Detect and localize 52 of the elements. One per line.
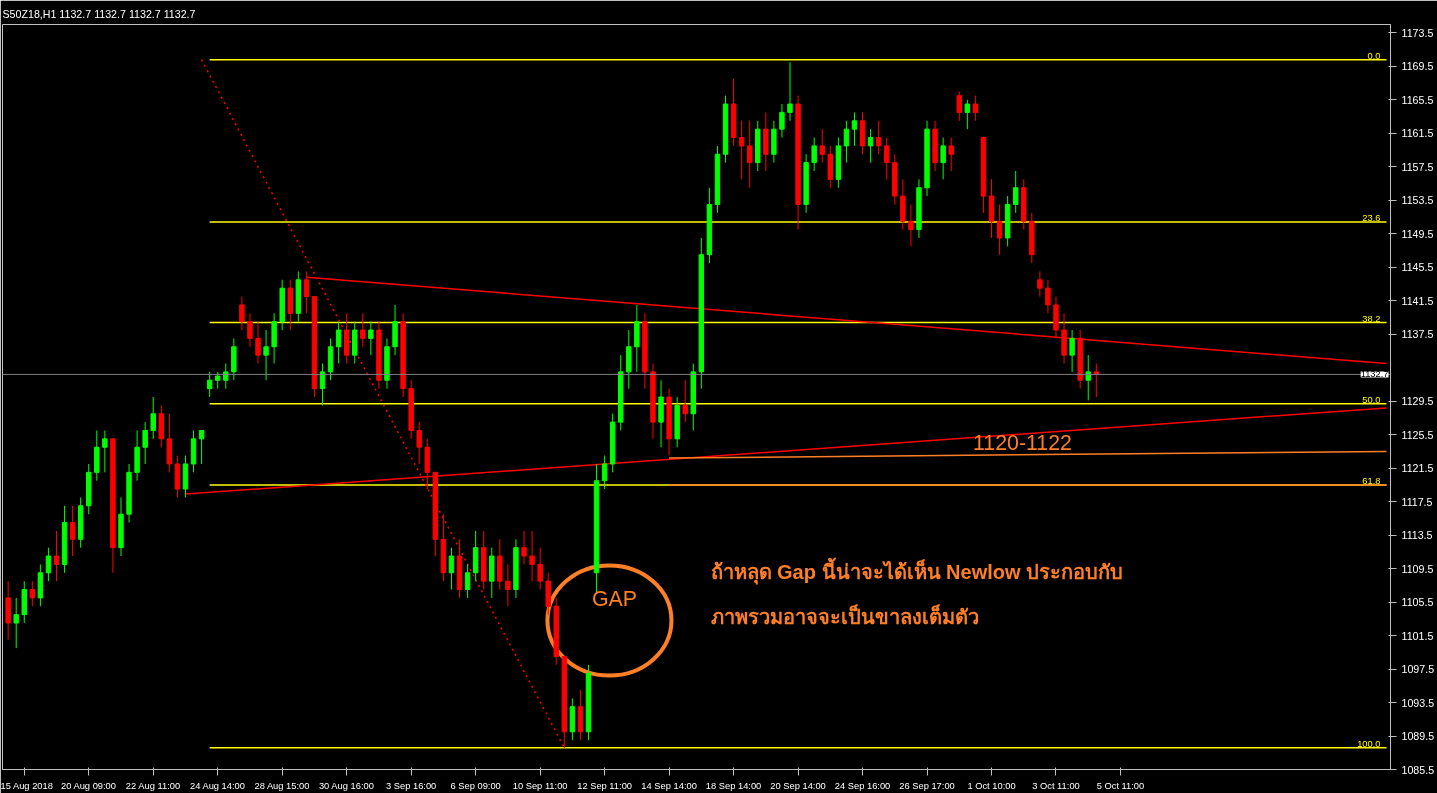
- y-tick-label: 1113.5: [1401, 529, 1433, 542]
- x-tick-label: 10 Sep 11:00: [512, 780, 568, 791]
- x-tick-label: 6 Sep 09:00: [450, 780, 501, 791]
- y-tick-label: 1117.5: [1401, 495, 1433, 508]
- x-tick-label: 22 Aug 11:00: [125, 780, 181, 791]
- y-tick-label: 1169.5: [1401, 60, 1434, 73]
- x-tick-label: 1 Oct 10:00: [967, 780, 1016, 791]
- y-tick-label: 1121.5: [1401, 462, 1434, 475]
- annotation: GAP: [591, 586, 638, 611]
- y-tick-label: 1173.5: [1401, 26, 1434, 39]
- x-tick-label: 3 Sep 16:00: [386, 780, 437, 791]
- y-tick-label: 1149.5: [1401, 227, 1434, 240]
- y-tick-label: 1089.5: [1401, 730, 1435, 743]
- series-label: 23.6: [1362, 213, 1381, 224]
- x-tick-label: 24 Aug 14:00: [189, 780, 245, 791]
- y-tick-label: 1165.5: [1401, 93, 1434, 106]
- y-tick-label: 1157.5: [1401, 160, 1434, 173]
- series-label: 50.0: [1362, 394, 1381, 405]
- x-tick-label: 26 Sep 17:00: [899, 780, 955, 791]
- y-tick-label: 1129.5: [1401, 395, 1434, 408]
- annotation: ภาพรวมอาจจะเป็นขาลงเต็มตัว: [710, 603, 979, 628]
- x-tick-label: 5 Oct 11:00: [1096, 780, 1145, 791]
- y-tick-label: 1161.5: [1401, 127, 1434, 140]
- x-tick-label: 20 Aug 09:00: [61, 780, 116, 791]
- x-tick-label: 28 Aug 15:00: [254, 780, 310, 791]
- x-tick-label: 18 Sep 14:00: [705, 780, 762, 791]
- y-tick-label: 1145.5: [1401, 261, 1434, 274]
- ref-line-label: 1132.7: [1360, 369, 1389, 380]
- annotation: ถ้าหลุด Gap นี้น่าจะได้เห็น Newlow ประกอบกับ: [710, 556, 1124, 585]
- y-tick-label: 1109.5: [1401, 562, 1434, 575]
- y-tick-label: 1125.5: [1401, 428, 1434, 441]
- y-tick-label: 1141.5: [1401, 294, 1434, 307]
- y-tick-label: 1101.5: [1401, 629, 1434, 642]
- series-label: 38.2: [1362, 313, 1381, 324]
- y-tick-label: 1093.5: [1401, 696, 1435, 709]
- x-tick-label: 12 Sep 11:00: [577, 780, 633, 791]
- chart-title: S50Z18,H1 1132.7 1132.7 1132.7 1132.7: [2, 7, 196, 20]
- series-label: 100.0: [1357, 738, 1381, 749]
- y-tick-label: 1085.5: [1401, 763, 1435, 776]
- x-tick-label: 14 Sep 14:00: [641, 780, 697, 791]
- x-tick-label: 15 Aug 2018: [0, 780, 53, 791]
- annotation: 1120-1122: [973, 431, 1072, 455]
- y-tick-label: 1153.5: [1401, 194, 1434, 207]
- y-tick-label: 1105.5: [1401, 596, 1434, 609]
- series-label: 0.0: [1367, 50, 1381, 61]
- x-tick-label: 20 Sep 14:00: [770, 780, 826, 791]
- y-tick-label: 1137.5: [1401, 328, 1434, 341]
- x-tick-label: 24 Sep 16:00: [834, 780, 891, 791]
- series-label: 61.8: [1362, 475, 1381, 486]
- y-tick-label: 1097.5: [1401, 663, 1435, 676]
- x-tick-label: 30 Aug 16:00: [318, 780, 374, 791]
- x-tick-label: 3 Oct 11:00: [1032, 780, 1080, 791]
